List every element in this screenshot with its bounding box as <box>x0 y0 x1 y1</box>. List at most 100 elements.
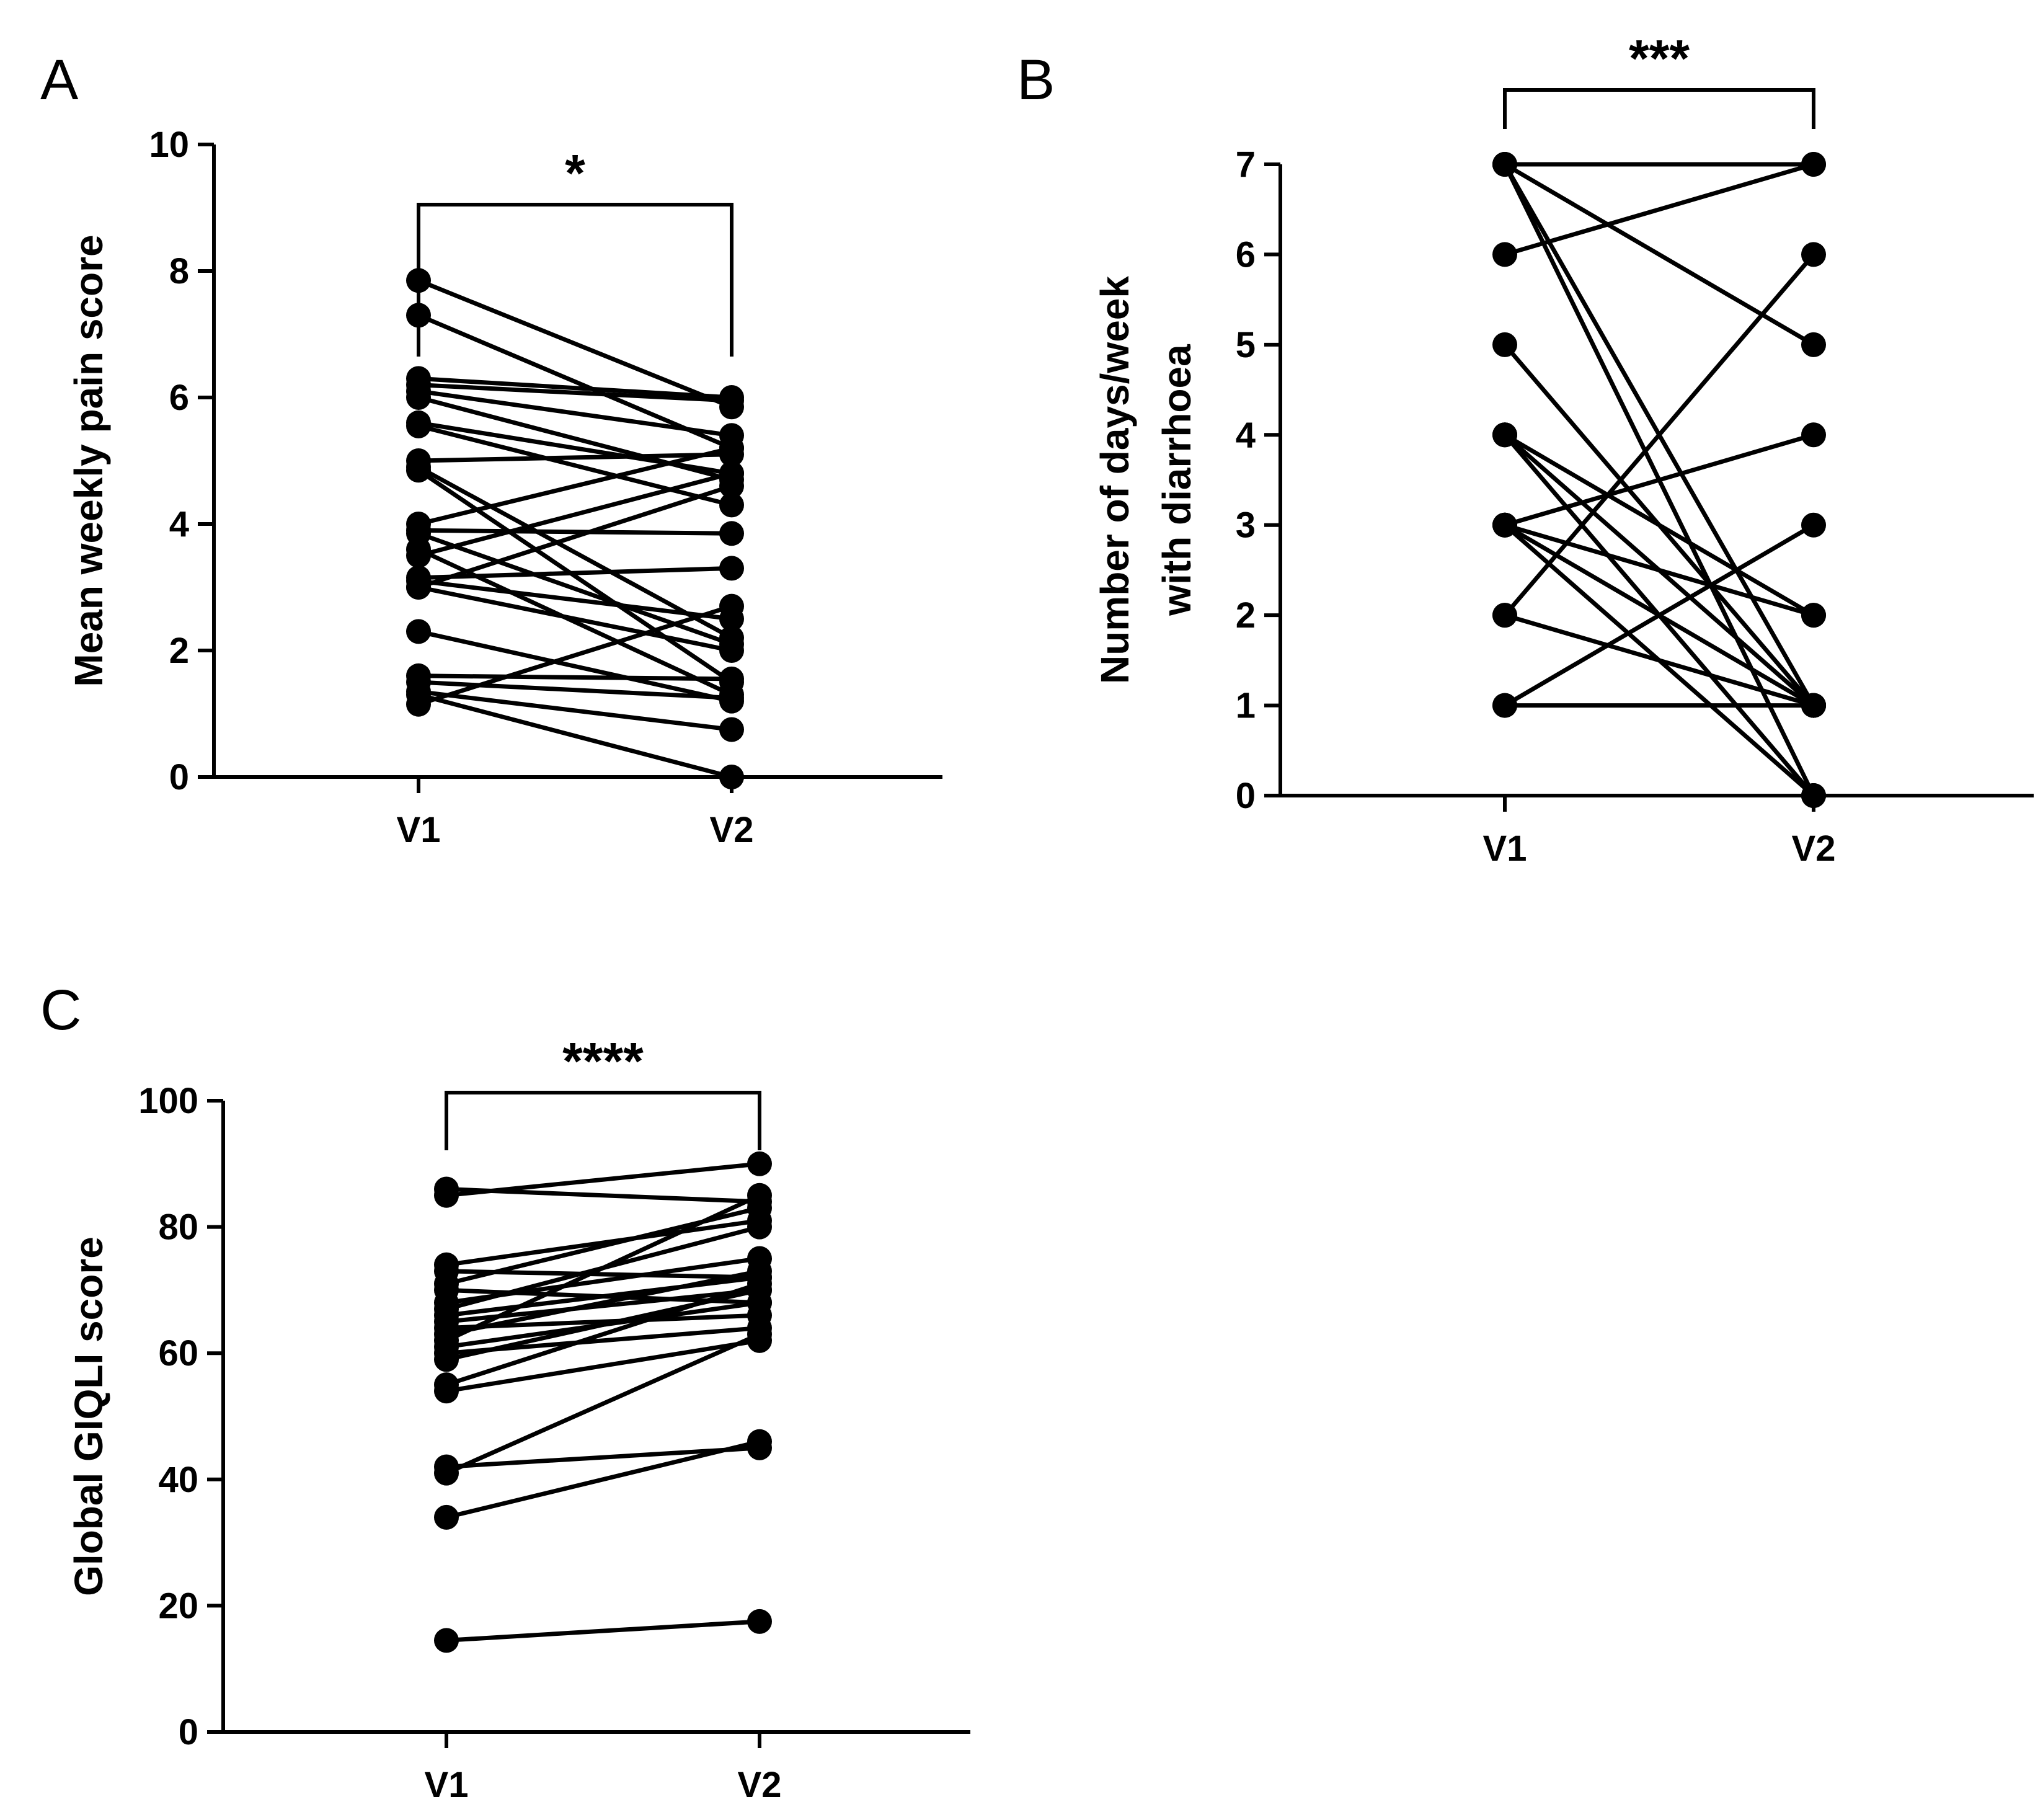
data-point-v2 <box>1801 242 1826 267</box>
y-tick-label: 40 <box>158 1460 198 1500</box>
pair-line <box>418 673 732 681</box>
data-point-v1 <box>1492 422 1517 448</box>
panel-c: C 0 20 40 60 80 100 V1 V2 Global GIQLI score **** <box>40 979 970 1805</box>
pair-line <box>1504 162 1814 257</box>
pair-line <box>418 376 732 400</box>
data-point-v1 <box>434 1504 459 1530</box>
x-tick-label: V2 <box>1792 828 1836 869</box>
pair-line <box>446 1338 760 1393</box>
y-tick-label: 5 <box>1236 325 1256 365</box>
pair-line <box>445 1332 761 1475</box>
significance-label: *** <box>1629 29 1690 87</box>
x-tick-label: V1 <box>425 1765 469 1805</box>
pair-line <box>445 1193 761 1343</box>
panel-letter: B <box>1017 48 1055 112</box>
data-point-v2 <box>747 1214 772 1240</box>
pair-line <box>418 566 732 580</box>
significance-label: * <box>565 144 585 202</box>
pair-line <box>417 547 733 697</box>
data-point-v2 <box>1801 332 1826 357</box>
data-point-v2 <box>719 473 744 499</box>
pair-line <box>418 629 732 704</box>
data-point-v2 <box>719 521 744 546</box>
y-axis-title: Number of days/week with diarrhoea <box>1092 276 1199 684</box>
panel-letter: A <box>40 48 79 112</box>
y-tick-label: 6 <box>1236 234 1256 275</box>
data-point-v1 <box>434 1628 459 1653</box>
pair-line <box>418 528 732 536</box>
panel-a: A 0 2 4 6 8 10 V1 V2 Mean weekly pain score * <box>40 48 942 850</box>
data-point-v2 <box>719 685 744 711</box>
pair-line <box>417 531 733 647</box>
data-point-v1 <box>1492 512 1517 538</box>
significance-label: **** <box>562 1032 644 1090</box>
y-axis-title: Mean weekly pain score <box>66 234 111 686</box>
y-axis-title-line: Number of days/week <box>1092 276 1137 684</box>
y-tick-label: 60 <box>158 1333 198 1374</box>
data-point-v1 <box>406 575 431 600</box>
data-point-v1 <box>406 691 431 717</box>
y-tick-label: 4 <box>169 504 189 544</box>
data-point-v1 <box>406 268 431 293</box>
data-point-v2 <box>719 435 744 461</box>
pair-line <box>418 693 732 779</box>
pair-line <box>418 424 732 507</box>
y-axis-title-line: with diarrhoea <box>1154 344 1199 616</box>
data-point-v2 <box>719 638 744 663</box>
pair-line <box>1504 613 1814 708</box>
data-point-v2 <box>1801 603 1826 628</box>
data-point-v2 <box>719 717 744 742</box>
pair-line <box>418 585 732 653</box>
data-point-v1 <box>1492 603 1517 628</box>
panel-letter: C <box>40 979 81 1042</box>
x-tick-label: V1 <box>1483 828 1527 869</box>
data-point-v1 <box>406 303 431 328</box>
y-tick-label: 1 <box>1236 686 1256 726</box>
data-point-v1 <box>1492 242 1517 267</box>
pair-line <box>446 1619 760 1643</box>
data-point-v2 <box>747 1609 772 1634</box>
data-point-v2 <box>1801 693 1826 718</box>
y-tick-label: 80 <box>158 1207 198 1248</box>
pair-line <box>418 389 732 438</box>
y-tick-label: 0 <box>1236 776 1256 816</box>
data-point-v1 <box>406 543 431 568</box>
data-point-v2 <box>747 1151 772 1176</box>
pair-line <box>446 1161 760 1198</box>
data-point-v1 <box>1492 693 1517 718</box>
y-axis-title: Global GIQLI score <box>66 1236 111 1596</box>
y-tick-label: 3 <box>1236 505 1256 546</box>
data-point-v1 <box>434 1183 459 1208</box>
y-tick-label: 8 <box>169 251 189 291</box>
pair-line <box>1504 432 1814 528</box>
x-tick-label: V2 <box>710 810 754 850</box>
pair-line <box>418 471 732 558</box>
y-tick-label: 20 <box>158 1586 198 1626</box>
data-point-v1 <box>406 458 431 483</box>
data-point-v2 <box>1801 783 1826 808</box>
pair-line <box>1504 433 1815 618</box>
data-point-v2 <box>747 1321 772 1347</box>
pair-line <box>417 484 733 590</box>
data-point-v1 <box>406 619 431 644</box>
data-point-v2 <box>719 666 744 691</box>
pair-line <box>417 468 733 684</box>
pair-line <box>446 1439 760 1520</box>
data-point-v2 <box>1801 512 1826 538</box>
data-point-v1 <box>1492 332 1517 357</box>
pair-line <box>418 420 732 476</box>
data-point-v2 <box>719 765 744 789</box>
data-point-v2 <box>719 556 744 581</box>
pair-line <box>1504 523 1815 708</box>
data-point-v2 <box>719 593 744 619</box>
pair-line <box>418 689 732 732</box>
y-tick-label: 0 <box>169 757 189 797</box>
pair-line <box>446 1445 760 1469</box>
pair-line <box>418 383 732 403</box>
y-tick-label: 7 <box>1236 144 1256 185</box>
data-point-v1 <box>406 413 431 438</box>
pair-line <box>418 452 732 463</box>
data-point-v2 <box>747 1271 772 1297</box>
y-tick-label: 100 <box>138 1081 198 1121</box>
